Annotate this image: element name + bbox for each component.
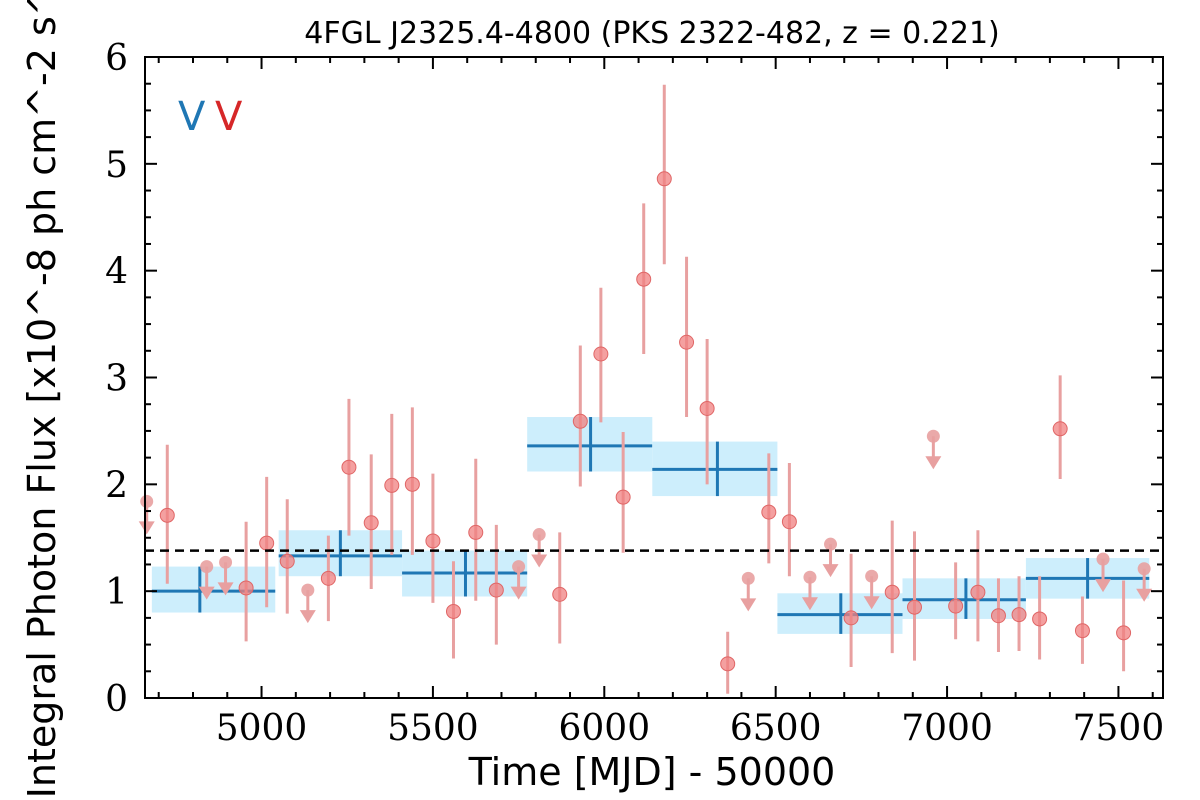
bin-uncertainty-band bbox=[151, 566, 276, 613]
detection-point bbox=[1032, 611, 1048, 627]
detection-point bbox=[884, 584, 900, 600]
detection-point bbox=[259, 535, 275, 551]
y-tick-label: 4 bbox=[105, 252, 128, 293]
upper-limit-arrow bbox=[863, 596, 880, 610]
detection-point bbox=[159, 507, 175, 523]
x-tick-label: 7500 bbox=[1073, 708, 1165, 749]
upper-limit-point bbox=[301, 583, 315, 597]
y-axis-ticks: 0 1 2 3 4 5 6 bbox=[105, 38, 1163, 720]
upper-limit-point bbox=[824, 537, 838, 551]
detection-point bbox=[781, 514, 797, 530]
variability-flag: V bbox=[215, 94, 243, 140]
detection-point bbox=[970, 584, 986, 600]
detection-point bbox=[990, 608, 1006, 624]
x-tick-label: 6500 bbox=[730, 708, 822, 749]
upper-limit-point bbox=[512, 560, 526, 574]
upper-limit-point bbox=[200, 560, 214, 574]
detection-point bbox=[238, 580, 254, 596]
upper-limit-arrow bbox=[1095, 579, 1112, 593]
detection-point bbox=[552, 586, 568, 602]
detection-point bbox=[720, 656, 736, 672]
detection-point bbox=[363, 515, 379, 531]
y-tick-label: 2 bbox=[105, 465, 128, 506]
upper-limit-point bbox=[926, 429, 940, 443]
x-axis-label: Time [MJD] - 50000 bbox=[468, 750, 836, 794]
detection-point bbox=[341, 459, 357, 475]
detection-point bbox=[1052, 421, 1068, 437]
detection-point bbox=[572, 413, 588, 429]
upper-limit-point bbox=[1096, 552, 1110, 566]
detection-point bbox=[1116, 625, 1132, 641]
detection-point bbox=[320, 570, 336, 586]
detection-point bbox=[1074, 623, 1090, 639]
upper-limit-point bbox=[741, 571, 755, 585]
detection-point bbox=[425, 533, 441, 549]
detection-point bbox=[615, 489, 631, 505]
upper-limit-point bbox=[803, 570, 817, 584]
y-tick-label: 5 bbox=[105, 145, 128, 186]
upper-limit-arrow bbox=[531, 554, 548, 568]
upper-limit-arrow bbox=[925, 456, 942, 470]
y-tick-label: 3 bbox=[105, 359, 128, 400]
detection-point bbox=[761, 504, 777, 520]
chart-title: 4FGL J2325.4-4800 (PKS 2322-482, z = 0.2… bbox=[304, 16, 999, 51]
upper-limit-point bbox=[1137, 562, 1151, 576]
binned-series bbox=[151, 417, 1150, 634]
detection-point bbox=[404, 476, 420, 492]
detection-point bbox=[679, 334, 695, 350]
x-tick-label: 7000 bbox=[901, 708, 993, 749]
upper-limit-arrow bbox=[299, 610, 316, 624]
upper-limit-series bbox=[138, 429, 1153, 624]
y-tick-label: 1 bbox=[105, 572, 128, 613]
detection-point bbox=[656, 171, 672, 187]
detection-point bbox=[636, 271, 652, 287]
y-tick-label: 0 bbox=[105, 679, 128, 720]
detection-point bbox=[593, 346, 609, 362]
detection-point bbox=[948, 598, 964, 614]
x-tick-label: 5000 bbox=[216, 708, 308, 749]
upper-limit-point bbox=[532, 528, 546, 542]
detection-point bbox=[843, 610, 859, 626]
upper-limit-point bbox=[140, 494, 154, 508]
upper-limit-arrow bbox=[217, 582, 234, 596]
upper-limit-point bbox=[865, 569, 879, 583]
variability-flag: V bbox=[178, 94, 206, 140]
detection-point bbox=[488, 582, 504, 598]
detection-series bbox=[159, 171, 1132, 672]
detection-point bbox=[468, 524, 484, 540]
upper-limit-arrow bbox=[198, 586, 215, 600]
detection-point bbox=[906, 599, 922, 615]
detection-point bbox=[445, 603, 461, 619]
x-tick-label: 6000 bbox=[558, 708, 650, 749]
upper-limit-arrow bbox=[822, 564, 839, 578]
detection-point bbox=[1011, 607, 1027, 623]
y-tick-label: 6 bbox=[105, 38, 128, 79]
upper-limit-arrow bbox=[138, 521, 155, 535]
upper-limit-arrow bbox=[510, 586, 527, 600]
upper-limit-arrow bbox=[1136, 588, 1153, 602]
y-axis-label: Integral Photon Flux [x10^-8 ph cm^-2 s^… bbox=[20, 0, 64, 798]
detection-point bbox=[279, 553, 295, 569]
upper-limit-arrow bbox=[801, 597, 818, 611]
detection-point bbox=[699, 400, 715, 416]
x-axis-ticks: 5000 5500 6000 6500 7000 7500 bbox=[157, 57, 1165, 749]
upper-limit-point bbox=[219, 555, 233, 569]
x-tick-label: 5500 bbox=[387, 708, 479, 749]
upper-limit-arrow bbox=[740, 598, 757, 612]
detection-point bbox=[384, 477, 400, 493]
